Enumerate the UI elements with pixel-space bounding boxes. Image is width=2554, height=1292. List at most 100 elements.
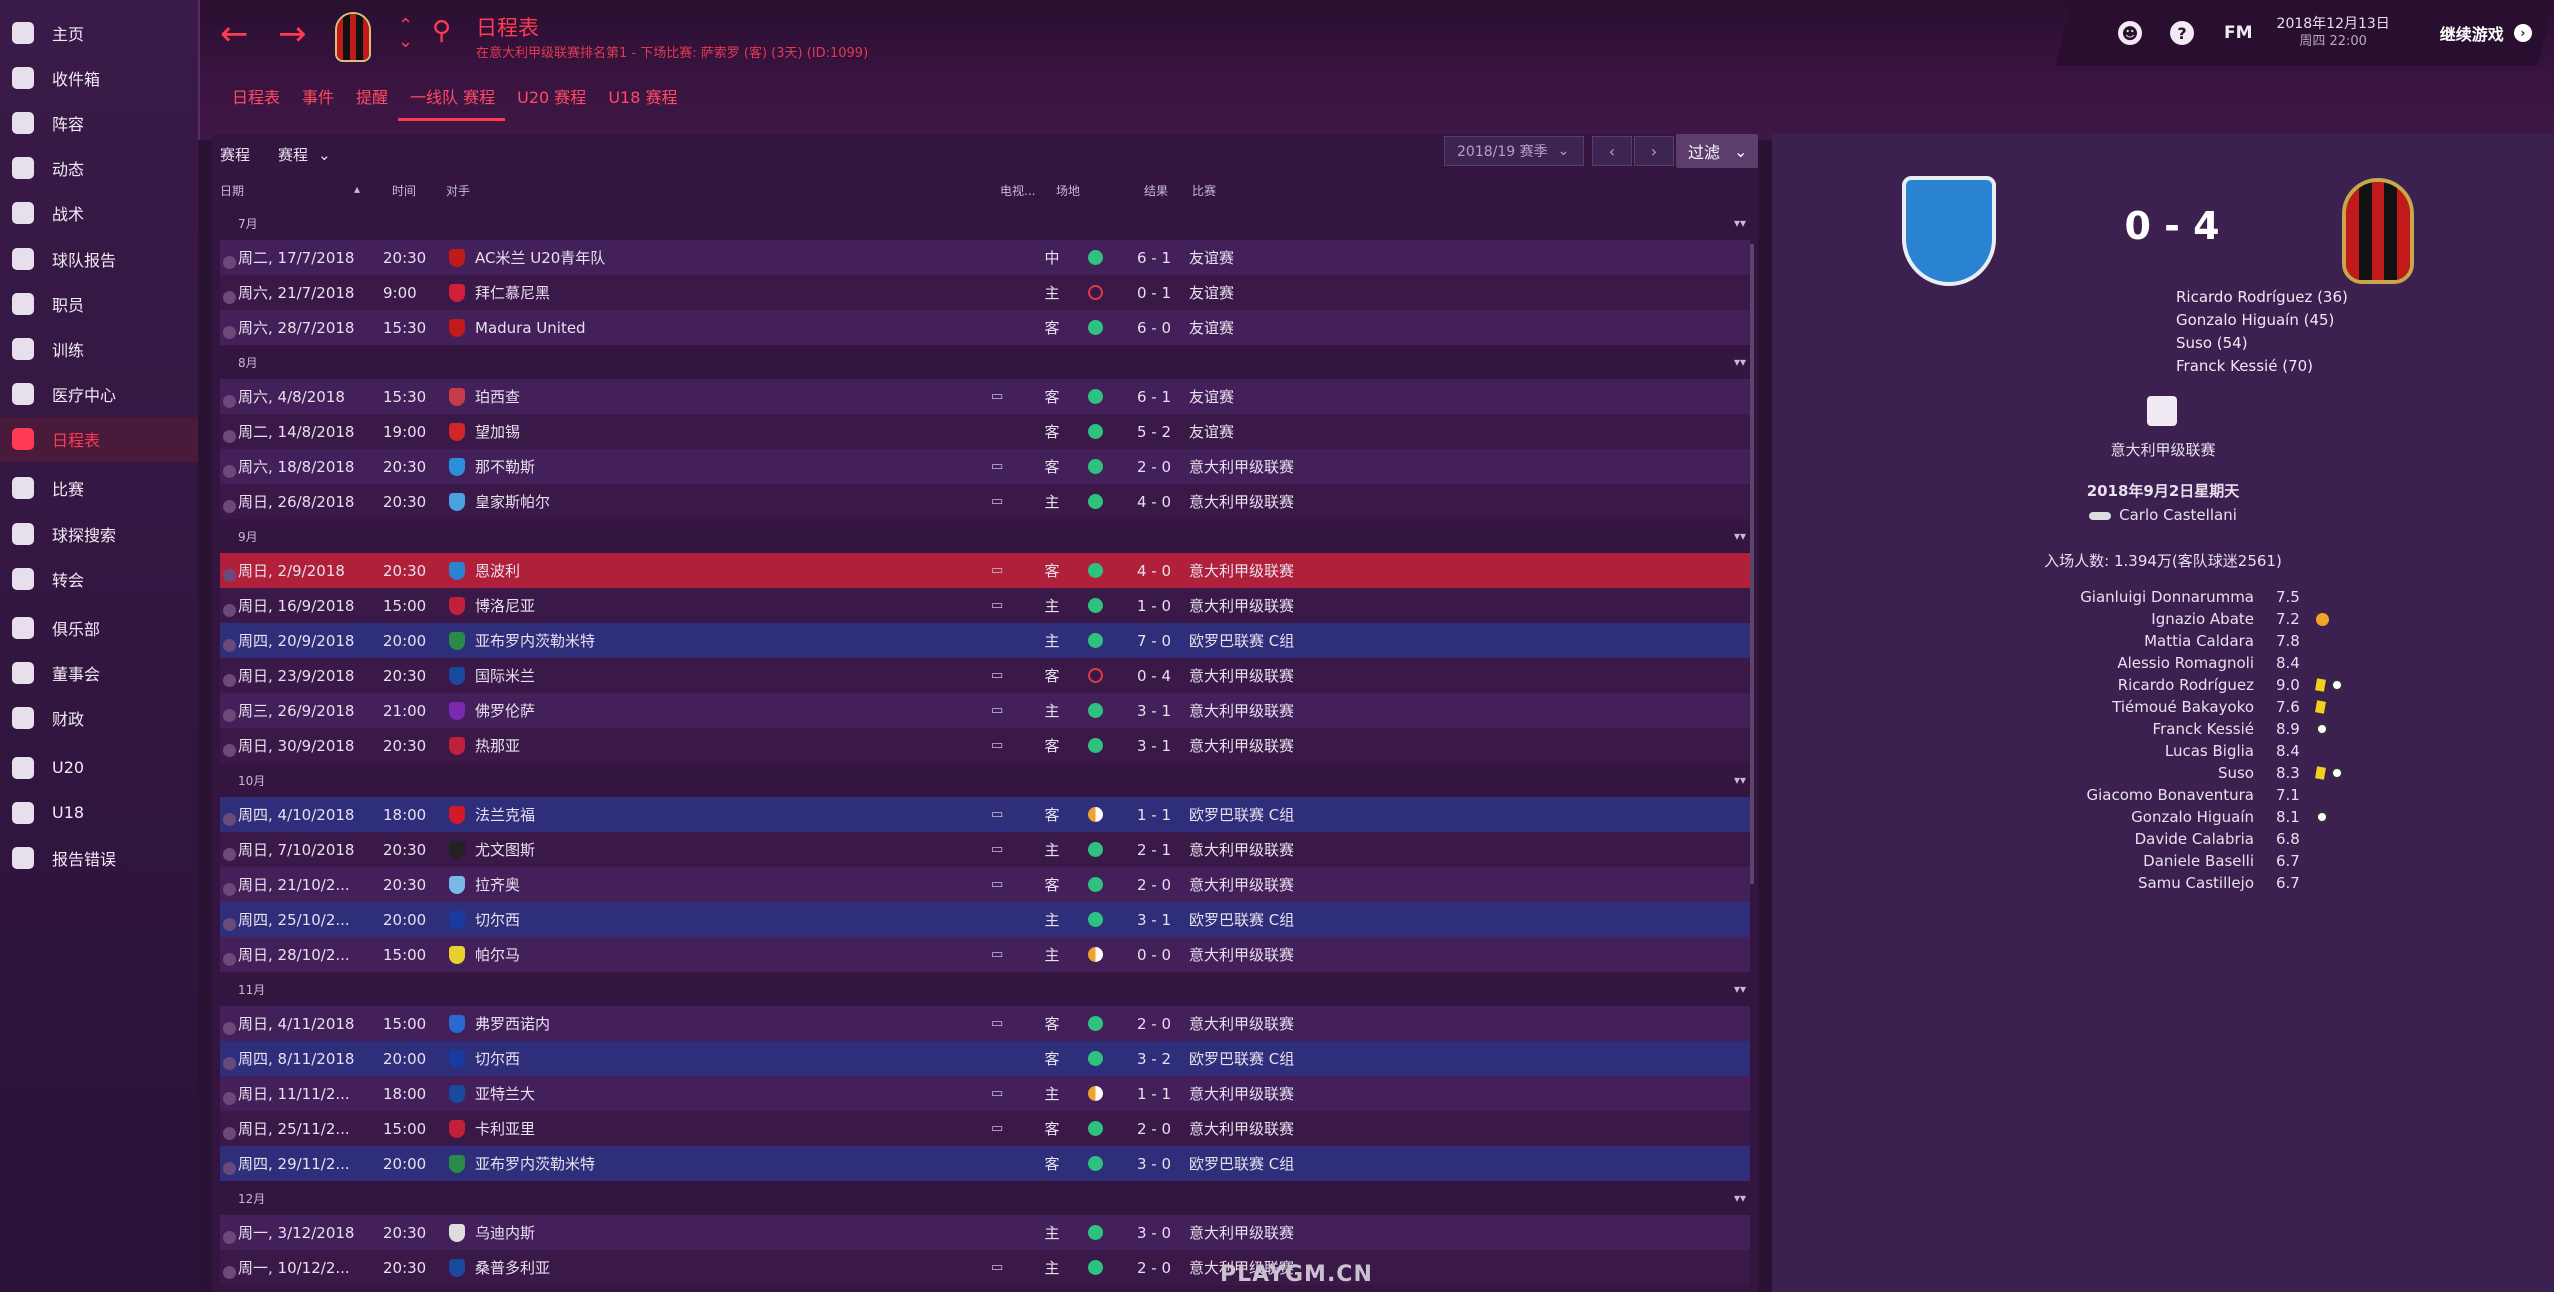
sidebar-item[interactable]: 医疗中心: [0, 372, 198, 417]
opponent-name[interactable]: 弗罗西诺内: [475, 1015, 551, 1033]
competition[interactable]: 欧罗巴联赛 C组: [1189, 806, 1295, 824]
result[interactable]: 0 - 0: [1136, 945, 1172, 964]
competition[interactable]: 欧罗巴联赛 C组: [1189, 911, 1295, 929]
competition[interactable]: 意大利甲级联赛: [1189, 1120, 1295, 1138]
player-name[interactable]: Tiémoué Bakayoko: [2112, 698, 2254, 716]
sidebar-item[interactable]: 转会: [0, 556, 198, 601]
fixture-row[interactable]: 周四, 4/10/2018 18:00 法兰克福 ▭ 客 1 - 1 欧罗巴联赛 C组: [220, 797, 1750, 832]
result[interactable]: 0 - 1: [1136, 283, 1172, 302]
player-rating-row[interactable]: Suso 8.3: [1772, 762, 2554, 784]
fixture-row[interactable]: 周二, 17/7/2018 20:30 AC米兰 U20青年队 中 6 - 1 友谊赛: [220, 240, 1750, 275]
scrollbar[interactable]: [1750, 244, 1754, 884]
sidebar-item[interactable]: 球队报告: [0, 236, 198, 281]
prev-season-button[interactable]: ‹: [1592, 136, 1632, 166]
result[interactable]: 6 - 1: [1136, 248, 1172, 267]
collapse-icon[interactable]: ▾▾: [1733, 529, 1746, 543]
competition[interactable]: 意大利甲级联赛: [1189, 946, 1295, 964]
fixture-row[interactable]: 周一, 3/12/2018 20:30 乌迪内斯 主 3 - 0 意大利甲级联赛: [220, 1215, 1750, 1250]
away-team-crest[interactable]: [2342, 178, 2414, 284]
opponent-name[interactable]: 望加锡: [475, 423, 521, 441]
competition[interactable]: 意大利甲级联赛: [1189, 702, 1295, 720]
competition[interactable]: 意大利甲级联赛: [1189, 1224, 1295, 1242]
player-name[interactable]: Ricardo Rodríguez: [2117, 676, 2254, 694]
competition[interactable]: 意大利甲级联赛: [1189, 1015, 1295, 1033]
sidebar-item[interactable]: 报告错误: [0, 835, 198, 880]
player-rating-row[interactable]: Alessio Romagnoli 8.4: [1772, 652, 2554, 674]
month-header[interactable]: 12月 ▾▾: [220, 1181, 1750, 1215]
collapse-icon[interactable]: ▾▾: [1733, 982, 1746, 996]
fixture-row[interactable]: 周日, 11/11/2... 18:00 亚特兰大 ▭ 主 1 - 1 意大利甲级联赛: [220, 1076, 1750, 1111]
player-name[interactable]: Davide Calabria: [2134, 830, 2254, 848]
tab[interactable]: 日程表: [232, 88, 281, 107]
opponent-name[interactable]: 亚布罗内茨勒米特: [475, 1155, 596, 1173]
forward-arrow-icon[interactable]: →: [278, 14, 307, 54]
sidebar-item[interactable]: 职员: [0, 281, 198, 326]
fixture-row[interactable]: 周日, 21/10/2... 20:30 拉齐奥 ▭ 客 2 - 0 意大利甲级联赛: [220, 867, 1750, 902]
col-time[interactable]: 时间: [392, 184, 417, 198]
result[interactable]: 5 - 2: [1136, 422, 1172, 441]
month-header[interactable]: 8月 ▾▾: [220, 345, 1750, 379]
opponent-name[interactable]: 切尔西: [475, 1050, 521, 1068]
opponent-name[interactable]: 博洛尼亚: [475, 597, 536, 615]
result[interactable]: 3 - 1: [1136, 736, 1172, 755]
player-name[interactable]: Gonzalo Higuaín: [2131, 808, 2254, 826]
opponent-name[interactable]: 卡利亚里: [475, 1120, 536, 1138]
sidebar-item[interactable]: 俱乐部: [0, 605, 198, 650]
competition[interactable]: 意大利甲级联赛: [1189, 597, 1295, 615]
back-arrow-icon[interactable]: ←: [220, 14, 249, 54]
opponent-name[interactable]: 国际米兰: [475, 667, 536, 685]
player-rating-row[interactable]: Davide Calabria 6.8: [1772, 828, 2554, 850]
sidebar-item[interactable]: 董事会: [0, 651, 198, 696]
col-venue[interactable]: 场地: [1056, 184, 1081, 198]
player-rating-row[interactable]: Gianluigi Donnarumma 7.5: [1772, 586, 2554, 608]
result[interactable]: 6 - 1: [1136, 387, 1172, 406]
month-header[interactable]: 10月 ▾▾: [220, 763, 1750, 797]
player-rating-row[interactable]: Samu Castillejo 6.7: [1772, 872, 2554, 894]
tab[interactable]: U18 赛程: [608, 88, 678, 107]
sidebar-item[interactable]: 收件箱: [0, 55, 198, 100]
player-name[interactable]: Alessio Romagnoli: [2117, 654, 2254, 672]
fm-logo[interactable]: FM: [2224, 23, 2253, 43]
sidebar-item[interactable]: 日程表: [0, 416, 198, 462]
competition[interactable]: 友谊赛: [1189, 423, 1235, 441]
result[interactable]: 6 - 0: [1136, 318, 1172, 337]
player-name[interactable]: Gianluigi Donnarumma: [2080, 588, 2254, 606]
fixture-row[interactable]: 周六, 21/7/2018 9:00 拜仁慕尼黑 主 0 - 1 友谊赛: [220, 275, 1750, 310]
tab[interactable]: 一线队 赛程: [398, 84, 506, 121]
competition[interactable]: 意大利甲级联赛: [1189, 493, 1295, 511]
player-name[interactable]: Lucas Biglia: [2164, 742, 2254, 760]
fixture-row[interactable]: 周日, 7/10/2018 20:30 尤文图斯 ▭ 主 2 - 1 意大利甲级联赛: [220, 832, 1750, 867]
result[interactable]: 3 - 0: [1136, 1154, 1172, 1173]
result[interactable]: 2 - 0: [1136, 875, 1172, 894]
player-rating-row[interactable]: Tiémoué Bakayoko 7.6: [1772, 696, 2554, 718]
fixture-row[interactable]: 周四, 20/9/2018 20:00 亚布罗内茨勒米特 主 7 - 0 欧罗巴联赛 C组: [220, 623, 1750, 658]
fixture-row[interactable]: 周日, 23/9/2018 20:30 国际米兰 ▭ 客 0 - 4 意大利甲级联赛: [220, 658, 1750, 693]
competition[interactable]: 友谊赛: [1189, 319, 1235, 337]
fixture-row[interactable]: 周四, 29/11/2... 20:00 亚布罗内茨勒米特 客 3 - 0 欧罗巴联赛 C…: [220, 1146, 1750, 1181]
opponent-name[interactable]: 尤文图斯: [475, 841, 536, 859]
opponent-name[interactable]: 佛罗伦萨: [475, 702, 536, 720]
opponent-name[interactable]: 法兰克福: [475, 806, 536, 824]
social-icon[interactable]: ☻: [2118, 21, 2142, 45]
result[interactable]: 1 - 0: [1136, 596, 1172, 615]
month-header[interactable]: 11月 ▾▾: [220, 972, 1750, 1006]
opponent-name[interactable]: 珀西查: [475, 388, 521, 406]
opponent-name[interactable]: 皇家斯帕尔: [475, 493, 551, 511]
player-rating-row[interactable]: Franck Kessié 8.9: [1772, 718, 2554, 740]
competition[interactable]: 意大利甲级联赛: [1189, 1259, 1295, 1277]
season-select[interactable]: 2018/19 赛季 ⌄: [1444, 136, 1584, 166]
competition[interactable]: 意大利甲级联赛: [1189, 737, 1295, 755]
result[interactable]: 2 - 0: [1136, 457, 1172, 476]
competition[interactable]: 意大利甲级联赛: [1189, 667, 1295, 685]
player-name[interactable]: Giacomo Bonaventura: [2086, 786, 2255, 804]
month-header[interactable]: 9月 ▾▾: [220, 519, 1750, 553]
competition[interactable]: 友谊赛: [1189, 388, 1235, 406]
player-name[interactable]: Daniele Baselli: [2143, 852, 2254, 870]
fixture-row[interactable]: 周日, 26/8/2018 20:30 皇家斯帕尔 ▭ 主 4 - 0 意大利甲级联赛: [220, 484, 1750, 519]
fixture-row[interactable]: 周四, 25/10/2... 20:00 切尔西 主 3 - 1 欧罗巴联赛 C组: [220, 902, 1750, 937]
result[interactable]: 2 - 0: [1136, 1014, 1172, 1033]
player-name[interactable]: Franck Kessié: [2152, 720, 2254, 738]
result[interactable]: 4 - 0: [1136, 492, 1172, 511]
opponent-name[interactable]: 拉齐奥: [475, 876, 521, 894]
sidebar-item[interactable]: 财政: [0, 696, 198, 741]
